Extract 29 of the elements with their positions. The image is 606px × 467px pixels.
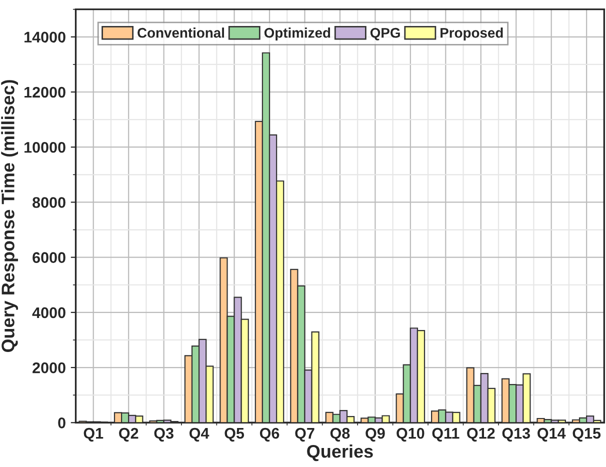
x-tick-label: Q14	[538, 428, 566, 442]
legend-label: Proposed	[440, 28, 503, 41]
x-tick-label: Q11	[432, 428, 460, 442]
x-tick-label: Q2	[119, 428, 138, 442]
y-tick-label: 14000	[24, 32, 66, 43]
x-tick-label: Q5	[224, 428, 244, 442]
x-tick-label: Q9	[366, 428, 385, 442]
x-tick-label: Q8	[330, 428, 350, 442]
x-tick-label: Q1	[84, 428, 104, 442]
x-tick-label: Q4	[189, 428, 210, 442]
legend-label: QPG	[370, 28, 400, 40]
y-tick-label: 4000	[32, 307, 66, 318]
y-tick-label: 2000	[32, 362, 66, 374]
x-axis-title: Queries	[307, 444, 373, 462]
legend-label: Optimized	[264, 28, 330, 41]
y-axis-title: Query Response Time (millisec)	[1, 80, 18, 352]
y-tick-label: 0	[58, 418, 66, 428]
y-tick-label: 12000	[24, 86, 66, 98]
x-tick-label: Q13	[502, 428, 530, 442]
x-tick-label: Q10	[396, 428, 424, 442]
legend-label: Conventional	[138, 28, 224, 38]
x-tick-label: Q12	[467, 428, 495, 442]
x-tick-label: Q7	[295, 428, 314, 442]
x-tick-label: Q6	[260, 428, 280, 442]
y-tick-label: 10000	[24, 142, 66, 153]
x-tick-label: Q15	[572, 428, 601, 442]
x-tick-label: Q3	[154, 428, 174, 442]
y-tick-label: 6000	[32, 252, 66, 264]
y-tick-label: 8000	[32, 197, 66, 208]
